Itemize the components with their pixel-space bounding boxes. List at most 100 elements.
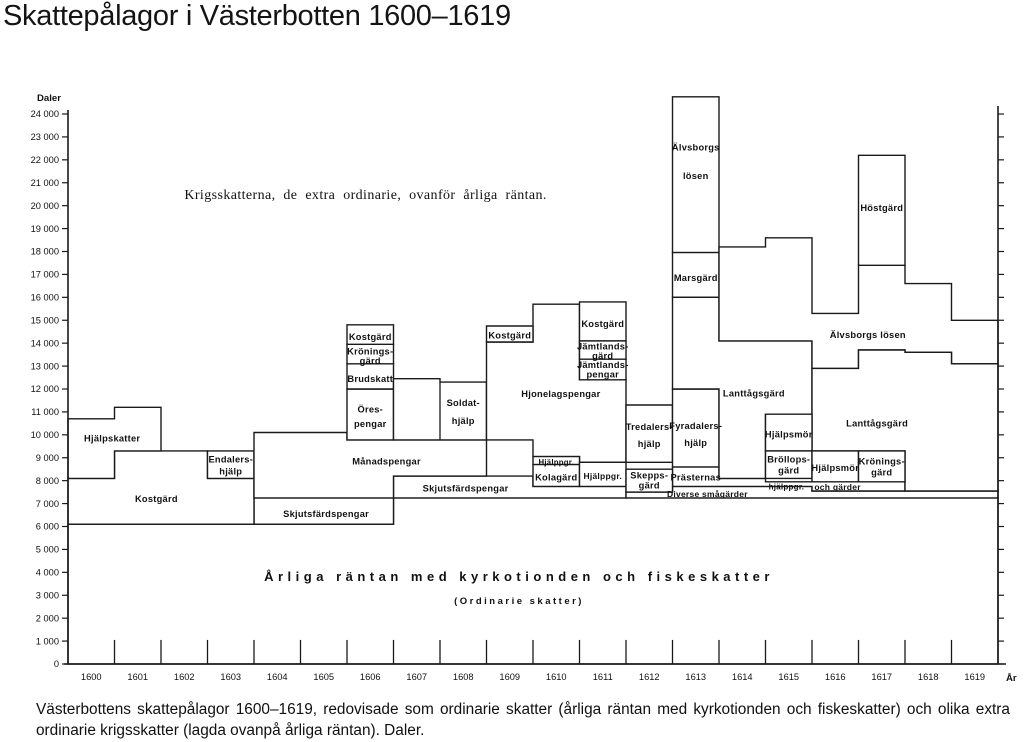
y-tick-label: 14 000 <box>31 338 59 348</box>
region-label-kroningsgard-1617: Krönings- <box>859 456 905 466</box>
region-kostgard-1606 <box>346 324 395 345</box>
region-label-prasternas-hjalppgr-och-garder: och gärder <box>814 482 861 492</box>
region-label-skjutsfardspengar-1604: Skjutsfärdspengar <box>283 509 369 519</box>
region-label-fyradalershjalp: hjälp <box>684 438 707 448</box>
region-hostgard <box>857 154 906 266</box>
y-tick-label: 0 <box>54 659 59 669</box>
labels: 0 1 000 2 000 3 000 4 000 5 000 6 000 7 000 8 00… <box>31 93 1017 684</box>
x-tick-label: 1618 <box>918 672 939 682</box>
region-label-lanttagsgard-1613: Lanttågsgärd <box>723 389 785 399</box>
region-jamtlandspengar <box>578 358 627 381</box>
region-kroningsgard-1617 <box>857 450 906 483</box>
region-tredalershjalp <box>625 404 674 463</box>
x-tick-label: 1602 <box>174 672 195 682</box>
annotation-krigsskatterna: Krigsskatterna, de extra ordinarie, ovan… <box>184 188 546 203</box>
region-label-kolagard: Kolagärd <box>535 472 577 482</box>
region-label-hjalpskatter: Hjälpskatter <box>84 433 140 443</box>
region-label-jamtlandspengar: pengar <box>587 370 620 380</box>
region-label-manadspengar: Månadspengar <box>352 456 421 466</box>
region-label-marsgard: Marsgärd <box>674 273 718 283</box>
region-label-tredalershjalp: hjälp <box>638 439 661 449</box>
region-label-kostgard-1609: Kostgärd <box>488 331 531 341</box>
page-title: Skattepålagor i Västerbotten 1600–1619 <box>3 0 511 32</box>
y-tick-label: 23 000 <box>31 132 59 142</box>
region-kostgard-1609 <box>485 325 534 343</box>
figure-caption: Västerbottens skattepålagor 1600–1619, r… <box>36 699 1010 742</box>
region-label-alvsborgs-losen-1613: lösen <box>683 171 709 181</box>
y-tick-label: 1 000 <box>36 636 59 646</box>
x-tick-label: 1606 <box>360 672 381 682</box>
region-label-diverse-smagarder: Diverse smågärder <box>667 489 748 499</box>
x-tick-label: 1611 <box>593 672 613 682</box>
y-tick-label: 6 000 <box>36 522 59 532</box>
region-label-jamtlandsgard: Jämtlands- <box>577 341 629 351</box>
region-label-alvsborgs-losen-1613: Älvsborgs <box>672 142 720 152</box>
region-label-hjonelagspengar: Hjonelagspengar <box>521 389 600 399</box>
region-label-brudskatt: Brudskatt <box>347 374 393 384</box>
region-label-jamtlandsgard: gärd <box>592 351 613 361</box>
region-label-prasternas-hjalppgr-och-garder: Prästernas <box>670 472 721 482</box>
region-label-arliga-rantan: (Ordinarie skatter) <box>454 596 584 607</box>
region-hjalpskatter <box>67 406 162 480</box>
x-axis-title: År <box>1006 673 1017 684</box>
y-tick-label: 7 000 <box>36 499 59 509</box>
region-label-kroningsgard-1606: gärd <box>360 356 381 366</box>
region-label-brollopsgard: Bröllops- <box>767 455 810 465</box>
y-tick-label: 18 000 <box>31 247 59 257</box>
y-tick-label: 12 000 <box>31 384 59 394</box>
y-tick-label: 13 000 <box>31 361 59 371</box>
x-tick-label: 1614 <box>732 672 753 682</box>
y-tick-label: 21 000 <box>31 178 59 188</box>
x-tick-label: 1608 <box>453 672 474 682</box>
region-label-orespengar: Öres- <box>357 404 383 414</box>
y-tick-label: 19 000 <box>31 224 59 234</box>
caption-line-2: ordinarie krigsskatter (lagda ovanpå årl… <box>36 722 425 740</box>
x-tick-label: 1613 <box>685 672 706 682</box>
y-tick-label: 9 000 <box>36 453 59 463</box>
region-label-kroningsgard-1606: Krönings- <box>347 347 393 357</box>
ticks <box>62 113 1004 665</box>
y-tick-label: 4 000 <box>36 568 59 578</box>
region-label-fyradalershjalp: Fyradalers- <box>669 421 722 431</box>
region-orespengar <box>346 388 395 441</box>
region-label-hjalpsmor-1615: Hjälpsmör <box>765 429 813 439</box>
y-axis-unit: Daler <box>37 93 61 104</box>
region-label-arliga-rantan: Årliga räntan med kyrkotionden och fiske… <box>264 569 774 584</box>
region-label-alvsborgs-losen-1614: Älvsborgs lösen <box>830 330 906 340</box>
y-tick-label: 22 000 <box>31 155 59 165</box>
region-label-skeppsgard: gärd <box>639 481 660 491</box>
extra-lines <box>113 382 953 664</box>
x-tick-label: 1612 <box>639 672 660 682</box>
region-label-lanttagsgard-1616: Lanttågsgärd <box>846 418 908 428</box>
region-label-endalershjalp: hjälp <box>219 467 242 477</box>
x-tick-label: 1607 <box>406 672 427 682</box>
y-tick-label: 15 000 <box>31 315 59 325</box>
caption-line-1: Västerbottens skattepålagor 1600–1619, r… <box>36 701 1010 718</box>
region-label-hostgard: Höstgärd <box>860 203 903 213</box>
y-tick-label: 17 000 <box>31 270 59 280</box>
region-label-hjalppgr-1610: Hjälppgr. <box>538 458 574 467</box>
x-tick-label: 1601 <box>127 672 148 682</box>
region-label-tredalershjalp: Tredalers- <box>626 422 673 432</box>
x-tick-label: 1619 <box>964 672 985 682</box>
y-tick-label: 10 000 <box>31 430 59 440</box>
y-tick-label: 11 000 <box>31 407 59 417</box>
region-label-endalershjalp: Endalers- <box>208 454 253 464</box>
y-tick-label: 16 000 <box>31 293 59 303</box>
region-label-hjalpsmor-1616: Hjälpsmör <box>811 463 859 473</box>
region-label-soldathjalp: hjälp <box>452 416 475 426</box>
region-label-hjalppgr-1611: Hjälppgr. <box>583 471 622 481</box>
region-label-skjutsfardspengar-1607: Skjutsfärdspengar <box>423 483 509 493</box>
axes <box>64 106 1006 665</box>
y-tick-label: 5 000 <box>36 545 59 555</box>
region-label-kostgard-1600: Kostgärd <box>135 494 178 504</box>
x-tick-label: 1600 <box>81 672 102 682</box>
x-tick-label: 1609 <box>499 672 520 682</box>
x-tick-label: 1617 <box>871 672 892 682</box>
x-tick-label: 1615 <box>778 672 799 682</box>
region-label-soldathjalp: Soldat- <box>447 398 480 408</box>
region-label-prasternas-hjalppgr-och-garder: hjälppgr. <box>769 482 805 491</box>
y-tick-label: 24 000 <box>31 109 59 119</box>
regions <box>67 96 999 665</box>
